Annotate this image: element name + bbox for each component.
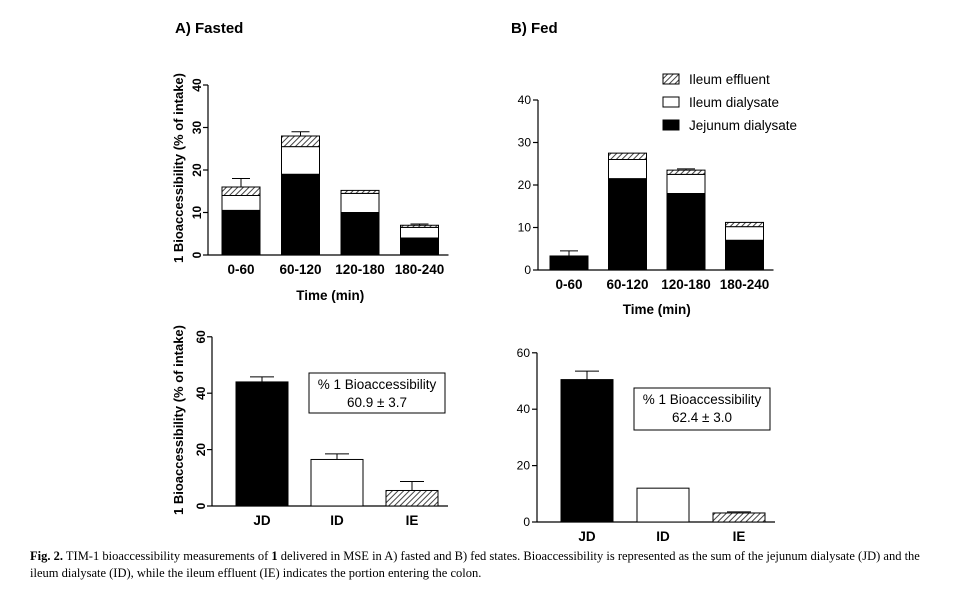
x-tick-label: IE <box>406 513 419 528</box>
y-tick-label: 60 <box>517 346 531 360</box>
figure: A) Fasted 0 10 20 30 40 1 Bioaccessibility (% … <box>171 20 797 544</box>
bar-segment <box>725 239 764 271</box>
y-tick-label: 0 <box>190 251 204 258</box>
bar-segment <box>666 173 706 194</box>
y-tick-label: 20 <box>517 459 531 473</box>
annotation-text: % 1 Bioaccessibility <box>643 392 762 407</box>
caption-label: Fig. 2. <box>30 549 63 563</box>
annotation-box <box>633 387 771 431</box>
y-tick-label: 40 <box>190 78 204 92</box>
annotation-box <box>308 372 446 414</box>
legend-swatch <box>662 96 680 108</box>
legend-swatch <box>662 73 680 85</box>
chart-panel-4: 0 20 40 60 JD ID IE % 1 Bioaccessibility 62.4 ± … <box>517 346 775 544</box>
y-tick-label: 40 <box>517 402 531 416</box>
bar-segment <box>281 173 320 256</box>
y-tick-label: 40 <box>518 93 532 107</box>
y-tick-label: 0 <box>524 263 531 277</box>
y-tick-label: 60 <box>194 330 208 344</box>
panel-title: A) Fasted <box>175 20 243 37</box>
bar-segment <box>400 226 439 239</box>
y-tick-label: 30 <box>190 121 204 135</box>
bar-segment <box>666 193 706 271</box>
bar-segment <box>549 255 589 271</box>
y-tick-label: 20 <box>518 178 532 192</box>
x-tick-label: 180-240 <box>395 262 445 277</box>
x-tick-label: 120-180 <box>661 277 711 292</box>
legend-label: Ileum effluent <box>689 72 770 87</box>
y-tick-label: 20 <box>190 163 204 177</box>
y-axis-label: 1 Bioaccessibility (% of intake) <box>171 73 186 263</box>
legend-label: Ileum dialysate <box>689 95 779 110</box>
y-tick-label: 40 <box>194 386 208 400</box>
bar-segment <box>221 209 261 256</box>
bar-segment <box>400 224 439 228</box>
x-tick-label: JD <box>578 529 596 544</box>
y-tick-label: 30 <box>518 136 532 150</box>
bar-segment <box>281 135 320 148</box>
y-tick-label: 0 <box>523 515 530 529</box>
bar <box>385 489 439 507</box>
caption-text-after: delivered in MSE in A) fasted and B) fed… <box>30 549 920 580</box>
bar <box>235 381 289 507</box>
bar-segment <box>281 146 320 175</box>
y-tick-label: 20 <box>194 443 208 457</box>
chart-panel-3: 0 20 40 60 1 Bioaccessibility (% of intake) J… <box>171 325 448 528</box>
annotation-text: 62.4 ± 3.0 <box>672 410 732 425</box>
x-tick-label: 60-120 <box>606 277 648 292</box>
caption-compound: 1 <box>271 549 278 563</box>
y-axis-label: 1 Bioaccessibility (% of intake) <box>171 325 186 515</box>
caption-text-before: TIM-1 bioaccessibility measurements of <box>65 549 272 563</box>
annotation-text: 60.9 ± 3.7 <box>347 395 407 410</box>
bar <box>560 379 614 523</box>
x-tick-label: 60-120 <box>279 262 321 277</box>
y-tick-label: 10 <box>190 206 204 220</box>
bar-segment <box>340 189 380 194</box>
panel-title: B) Fed <box>511 20 558 37</box>
x-axis-label: Time (min) <box>296 288 364 303</box>
bar-segment <box>608 159 647 180</box>
bar-segment <box>608 152 647 160</box>
x-tick-label: ID <box>656 529 670 544</box>
bar-segment <box>400 237 439 256</box>
bar-segment <box>608 178 647 271</box>
x-tick-label: 180-240 <box>720 277 770 292</box>
chart-panel-2: B) Fed 0 10 20 30 40 0-60 60-120 120-180 180-240 T… <box>511 20 797 317</box>
legend-swatch <box>662 119 680 131</box>
legend-label: Jejunum dialysate <box>689 118 797 133</box>
figure-caption: Fig. 2. TIM-1 bioaccessibility measureme… <box>30 548 950 582</box>
bar <box>636 487 690 523</box>
x-axis-label: Time (min) <box>623 302 691 317</box>
bar <box>310 458 364 507</box>
x-tick-label: ID <box>330 513 344 528</box>
bar-segment <box>725 226 764 241</box>
bar-segment <box>340 192 380 213</box>
x-tick-label: IE <box>733 529 746 544</box>
bar-segment <box>340 212 380 256</box>
bar-segment <box>221 186 261 196</box>
bar-segment <box>221 195 261 211</box>
x-tick-label: 120-180 <box>335 262 385 277</box>
bar-segment <box>666 169 706 175</box>
annotation-text: % 1 Bioaccessibility <box>318 377 437 392</box>
x-tick-label: 0-60 <box>227 262 254 277</box>
x-tick-label: 0-60 <box>555 277 582 292</box>
y-tick-label: 0 <box>194 502 208 509</box>
bar <box>712 512 766 523</box>
x-tick-label: JD <box>253 513 271 528</box>
y-tick-label: 10 <box>518 221 532 235</box>
bar-segment <box>725 221 764 228</box>
chart-panel-1: A) Fasted 0 10 20 30 40 1 Bioaccessibility (% … <box>171 20 449 303</box>
